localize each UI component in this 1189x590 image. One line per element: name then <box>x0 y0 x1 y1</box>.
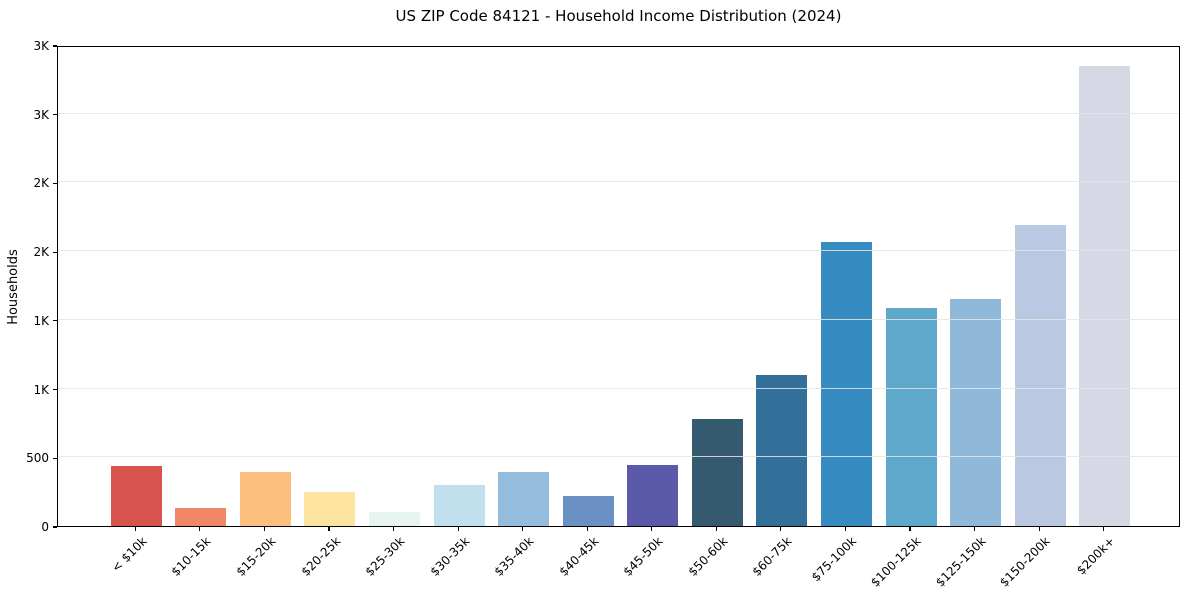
y-tick-label-3000: 3K <box>33 107 49 122</box>
bar-45-50k <box>627 464 679 526</box>
y-tick-mark-500 <box>53 457 57 459</box>
y-tick-label-1500: 1K <box>33 313 49 328</box>
x-tick-label-text: $150-200k <box>997 534 1054 590</box>
bar-20-25k <box>304 491 356 526</box>
x-tick-label-text: $10-15k <box>168 534 214 579</box>
x-tick-mark-200k <box>1103 527 1105 531</box>
x-tick-label-text: $50-60k <box>685 534 731 579</box>
gridline-500 <box>58 456 1179 458</box>
x-tick-mark-125-150k <box>973 527 976 531</box>
y-tick-mark-1500 <box>53 320 57 322</box>
y-tick-label-500: 500 <box>26 451 49 466</box>
y-tick-mark-3000 <box>53 114 57 116</box>
x-tick-label-text: $100-125k <box>868 534 924 590</box>
x-tick-label-text: $40-45k <box>556 534 602 579</box>
bar-75-100k <box>820 242 872 526</box>
gridline-2000 <box>58 250 1179 252</box>
y-tick-mark-2500 <box>53 182 57 185</box>
x-tick-mark-50-60k <box>715 527 717 531</box>
x-tick-label-text: $125-150k <box>932 534 989 590</box>
bar-60-75k <box>756 374 808 526</box>
bar-150-200k <box>1014 225 1066 526</box>
x-tick-label-text: $45-50k <box>620 534 666 579</box>
bar-50-60k <box>691 418 743 526</box>
gridline-3000 <box>58 112 1179 114</box>
x-tick-mark-75-100k <box>844 527 847 531</box>
gridline-1000 <box>58 387 1179 389</box>
y-tick-label-2500: 2K <box>33 176 49 191</box>
bar-40-45k <box>562 495 614 526</box>
y-tick-mark-3500 <box>53 45 57 47</box>
x-tick-mark-25-30k <box>392 527 395 531</box>
y-tick-label-2000: 2K <box>33 245 49 260</box>
x-tick-label-text: < $10k <box>108 534 150 575</box>
y-tick-label-1000: 1K <box>33 382 49 397</box>
x-tick-mark-100-125k <box>909 527 911 531</box>
plot-area <box>57 46 1180 527</box>
x-tick-label-text: $35-40k <box>491 534 537 579</box>
x-tick-mark-150-200k <box>1038 527 1040 531</box>
x-tick-label-text: $30-35k <box>427 534 472 579</box>
bar-10k <box>110 465 162 526</box>
x-tick-mark-20-25k <box>328 527 330 531</box>
y-tick-mark-0 <box>53 526 57 528</box>
bar-100-125k <box>885 307 937 526</box>
x-tick-mark-10k <box>134 527 136 531</box>
x-tick-mark-45-50k <box>651 527 653 531</box>
x-tick-mark-40-45k <box>586 527 588 531</box>
x-tick-label-text: $20-25k <box>298 534 343 579</box>
bar-35-40k <box>498 471 550 526</box>
chart-title: US ZIP Code 84121 - Household Income Dis… <box>395 7 842 25</box>
x-tick-label-text: $75-100k <box>809 534 860 585</box>
x-tick-label-text: $15-20k <box>233 534 279 579</box>
y-tick-label-0: 0 <box>41 520 49 534</box>
x-tick-mark-15-20k <box>263 527 265 531</box>
bar-15-20k <box>239 472 291 526</box>
gridline-1500 <box>58 318 1179 320</box>
bar-200k <box>1079 66 1131 526</box>
x-tick-mark-30-35k <box>457 527 459 531</box>
bar-25-30k <box>369 511 421 526</box>
x-tick-label-text: $60-75k <box>749 534 795 579</box>
bar-10-15k <box>175 508 227 526</box>
bar-125-150k <box>950 298 1002 526</box>
y-tick-label-3500: 3K <box>33 39 49 53</box>
x-tick-label-text: $25-30k <box>362 534 408 579</box>
gridline-2500 <box>58 181 1179 183</box>
x-tick-label-text: $200k+ <box>1074 534 1118 578</box>
y-tick-mark-1000 <box>53 388 57 391</box>
y-tick-mark-2000 <box>53 251 57 253</box>
x-tick-mark-60-75k <box>780 527 782 531</box>
bar-30-35k <box>433 484 485 526</box>
x-tick-mark-35-40k <box>522 527 524 531</box>
x-tick-mark-10-15k <box>199 527 201 531</box>
